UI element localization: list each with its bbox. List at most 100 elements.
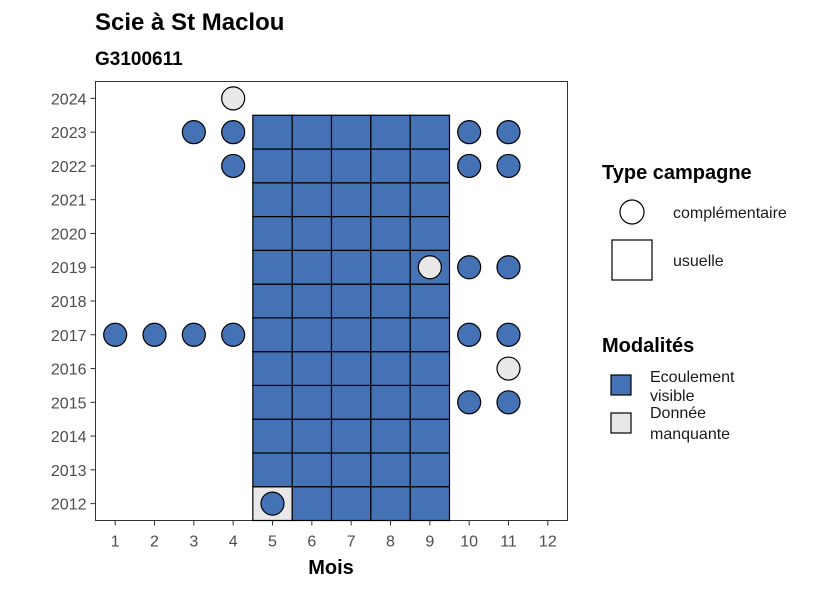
point-2019-10 xyxy=(457,255,482,280)
tile-2018-8 xyxy=(370,283,411,319)
tile-2012-6 xyxy=(291,486,333,522)
chart-title: Scie à St Maclou xyxy=(95,9,284,36)
tile-2015-5 xyxy=(252,384,293,420)
tile-2020-9 xyxy=(409,215,451,251)
tile-2017-7 xyxy=(330,317,372,353)
legend-label-manquante-line1: Donnée xyxy=(650,405,706,422)
y-tick-label: 2013 xyxy=(51,463,87,480)
legend-key-square xyxy=(611,239,653,281)
point-2017-4 xyxy=(221,322,246,347)
point-2017-11 xyxy=(496,322,521,347)
legend-label-ecoulement-line2: visible xyxy=(650,388,695,405)
y-tick-label: 2020 xyxy=(51,226,87,243)
tile-2016-6 xyxy=(291,351,333,387)
tile-2014-7 xyxy=(330,418,372,454)
tile-2023-8 xyxy=(370,114,411,150)
legend-label-usuelle: usuelle xyxy=(673,253,724,270)
legend-key-ecoulement-visible xyxy=(610,374,632,396)
y-tick-label: 2014 xyxy=(51,429,87,446)
tile-2023-9 xyxy=(409,114,451,150)
tile-2017-5 xyxy=(252,317,293,353)
tile-2016-5 xyxy=(252,351,293,387)
chart-subtitle: G3100611 xyxy=(95,49,183,70)
tile-2020-5 xyxy=(252,215,293,251)
y-tick-label: 2018 xyxy=(51,294,87,311)
tile-2022-6 xyxy=(291,148,333,184)
tile-2018-7 xyxy=(330,283,372,319)
x-axis: 1 2 3 4 5 6 7 8 9 10 11 12 xyxy=(111,520,557,551)
tile-2022-5 xyxy=(252,148,293,184)
legend-label-manquante-line2: manquante xyxy=(650,426,730,443)
tile-2012-9 xyxy=(409,486,451,522)
tile-2017-8 xyxy=(370,317,411,353)
legend-type-campagne: Type campagne complémentaire usuelle xyxy=(602,162,787,281)
tile-2017-9 xyxy=(409,317,451,353)
point-2017-3 xyxy=(181,322,206,347)
legend-modalites-title: Modalités xyxy=(602,335,694,357)
tile-2022-9 xyxy=(409,148,451,184)
legend-label-complementaire: complémentaire xyxy=(673,205,787,222)
tile-2021-5 xyxy=(252,182,293,218)
x-tick-label: 3 xyxy=(189,534,198,551)
y-tick-label: 2022 xyxy=(51,159,87,176)
point-2023-11 xyxy=(496,120,521,145)
tile-2014-8 xyxy=(370,418,411,454)
point-2022-4 xyxy=(221,153,246,179)
tile-2019-7 xyxy=(330,249,372,285)
point-2017-2 xyxy=(142,322,167,347)
point-2023-3 xyxy=(181,120,206,145)
tile-2013-9 xyxy=(409,452,451,488)
x-tick-label: 7 xyxy=(347,534,356,551)
tile-2023-6 xyxy=(291,114,333,150)
tile-2014-5 xyxy=(252,418,293,454)
point-2019-9 xyxy=(417,255,442,280)
point-2023-10 xyxy=(457,120,482,145)
y-tick-label: 2015 xyxy=(51,395,87,412)
tile-2013-6 xyxy=(291,452,333,488)
y-tick-label: 2023 xyxy=(51,125,87,142)
y-tick-label: 2019 xyxy=(51,260,87,277)
point-2015-11 xyxy=(496,390,521,415)
tile-2015-8 xyxy=(370,384,411,420)
point-2015-10 xyxy=(457,390,482,415)
tile-2013-7 xyxy=(330,452,372,488)
tile-2014-6 xyxy=(291,418,333,454)
legend-key-circle xyxy=(619,199,645,225)
tile-2021-7 xyxy=(330,182,372,218)
legend-modalites: Modalités Ecoulement visible Donnée manq… xyxy=(602,335,735,443)
x-tick-label: 4 xyxy=(229,534,238,551)
x-tick-label: 11 xyxy=(500,534,517,551)
tile-2021-9 xyxy=(409,182,451,218)
tile-2023-5 xyxy=(252,114,293,150)
y-tick-label: 2021 xyxy=(51,193,87,210)
x-tick-label: 8 xyxy=(386,534,395,551)
tile-2020-7 xyxy=(330,215,372,251)
tile-2018-5 xyxy=(252,283,293,319)
tile-2020-6 xyxy=(291,215,333,251)
tile-2016-8 xyxy=(370,351,411,387)
point-2022-10 xyxy=(457,153,482,179)
tile-2021-6 xyxy=(291,182,333,218)
tile-2021-8 xyxy=(370,182,411,218)
x-tick-label: 5 xyxy=(268,534,277,551)
x-tick-label: 12 xyxy=(539,534,557,551)
tile-2012-7 xyxy=(330,486,372,522)
legend-label-ecoulement-line1: Ecoulement xyxy=(650,369,735,386)
tile-2019-8 xyxy=(370,249,411,285)
y-tick-label: 2024 xyxy=(51,91,87,108)
x-tick-label: 9 xyxy=(425,534,434,551)
tile-2015-9 xyxy=(409,384,451,420)
point-2019-11 xyxy=(496,255,521,280)
tile-2018-9 xyxy=(409,283,451,319)
y-tick-label: 2016 xyxy=(51,362,87,379)
y-axis: 2012 2013 2014 2015 2016 2017 2018 2019 2020 2021… xyxy=(51,91,96,514)
tile-2015-7 xyxy=(330,384,372,420)
point-2023-4 xyxy=(221,120,246,145)
tile-2016-9 xyxy=(409,351,451,387)
point-2017-10 xyxy=(457,322,482,347)
point-2012-5 xyxy=(260,491,285,516)
tile-2018-6 xyxy=(291,283,333,319)
tile-2016-7 xyxy=(330,351,372,387)
point-2016-11 xyxy=(496,356,521,381)
